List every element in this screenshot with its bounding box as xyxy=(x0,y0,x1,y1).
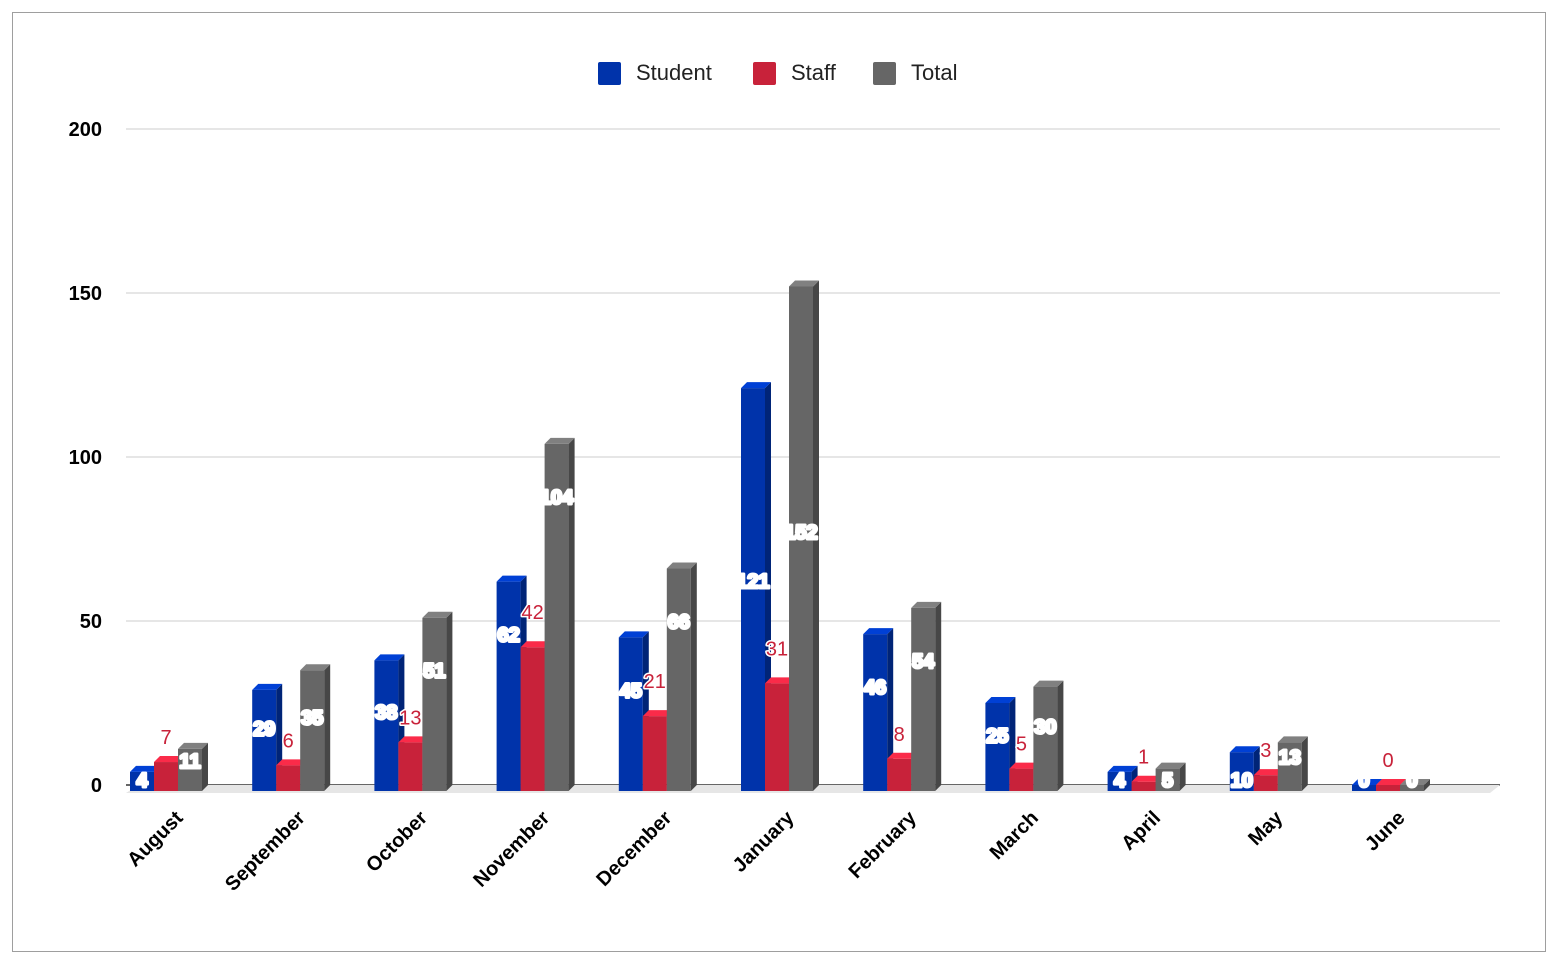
bar-student-march xyxy=(985,697,1016,791)
data-label-student-june: 0 xyxy=(1358,770,1369,792)
data-label-student-april: 4 xyxy=(1114,770,1126,792)
data-label-student-may: 10 xyxy=(1231,770,1253,792)
legend-label: Total xyxy=(911,60,957,85)
bars xyxy=(130,280,1430,791)
x-category-january: January xyxy=(729,806,799,876)
data-label-total-february: 54 xyxy=(912,651,935,673)
bar-total-january xyxy=(789,280,819,791)
legend-label: Staff xyxy=(791,60,837,85)
bar-total-march xyxy=(1033,680,1064,791)
data-label-total-january: 152 xyxy=(784,522,817,544)
legend: Student Staff Total xyxy=(598,60,957,85)
data-label-student-september: 29 xyxy=(253,718,275,740)
data-label-staff-december: 21 xyxy=(644,671,666,693)
data-label-student-february: 46 xyxy=(864,677,886,699)
data-label-student-march: 25 xyxy=(986,726,1008,748)
bar-total-february xyxy=(911,601,942,791)
data-label-total-september: 35 xyxy=(301,708,323,730)
y-tick-label: 100 xyxy=(69,447,102,469)
legend-swatch xyxy=(598,62,621,85)
x-category-may: May xyxy=(1244,806,1288,850)
legend-swatch xyxy=(753,62,776,85)
data-label-student-october: 38 xyxy=(375,702,397,724)
data-label-staff-august: 7 xyxy=(160,727,171,749)
bar-total-august xyxy=(178,742,208,791)
legend-item-staff: Staff xyxy=(753,60,837,85)
data-label-student-november: 62 xyxy=(497,625,519,647)
x-category-february: February xyxy=(845,806,922,883)
x-axis-categories: August September October November December Ja… xyxy=(123,806,1409,895)
data-label-total-december: 66 xyxy=(668,612,690,634)
x-category-december: December xyxy=(592,807,676,891)
data-label-total-november: 104 xyxy=(540,487,574,509)
bar-total-october xyxy=(422,611,453,791)
data-label-student-december: 45 xyxy=(620,680,642,702)
data-label-staff-april: 1 xyxy=(1138,747,1149,769)
y-tick-label: 200 xyxy=(69,119,102,141)
data-label-total-april: 5 xyxy=(1162,770,1173,792)
legend-label: Student xyxy=(636,60,712,85)
bar-student-january xyxy=(741,382,771,791)
bar-total-december xyxy=(666,562,697,791)
legend-swatch xyxy=(873,62,896,85)
bar-total-june xyxy=(1400,779,1430,791)
y-tick-label: 50 xyxy=(80,611,102,633)
data-label-staff-january: 31 xyxy=(766,638,788,660)
data-label-staff-october: 13 xyxy=(399,707,421,729)
x-category-march: March xyxy=(986,807,1043,864)
data-label-total-october: 51 xyxy=(423,661,445,683)
x-category-october: October xyxy=(362,807,432,877)
legend-item-student: Student xyxy=(598,60,712,85)
chart-frame: 0 50 100 150 200 4 7 11 29 6 35 38 13 51 62 42 104 45 21 6… xyxy=(12,12,1546,952)
bar-staff-december xyxy=(642,710,673,791)
legend-item-total: Total xyxy=(873,60,957,85)
data-label-staff-february: 8 xyxy=(894,724,905,746)
data-label-staff-september: 6 xyxy=(283,730,294,752)
data-label-total-june: 0 xyxy=(1406,770,1417,792)
bar-total-april xyxy=(1155,762,1186,791)
bar-total-may xyxy=(1277,736,1308,791)
data-label-staff-may: 3 xyxy=(1260,740,1271,762)
data-label-total-august: 11 xyxy=(179,751,200,773)
x-category-june: June xyxy=(1361,807,1410,856)
x-category-april: April xyxy=(1117,807,1165,855)
data-label-total-may: 13 xyxy=(1279,747,1301,769)
bar-total-september xyxy=(300,664,331,791)
data-label-staff-june: 0 xyxy=(1382,750,1393,772)
x-category-november: November xyxy=(469,807,554,892)
data-label-student-january: 121 xyxy=(736,571,769,593)
y-axis-ticks: 0 50 100 150 200 xyxy=(69,119,102,797)
data-label-total-march: 30 xyxy=(1034,717,1056,739)
x-category-august: August xyxy=(123,807,188,872)
bar-total-november xyxy=(544,437,575,791)
bar-student-february xyxy=(863,628,894,791)
y-tick-label: 150 xyxy=(69,283,102,305)
data-label-student-august: 4 xyxy=(136,770,148,792)
data-label-staff-march: 5 xyxy=(1016,734,1027,756)
data-label-staff-november: 42 xyxy=(521,602,543,624)
y-tick-label: 0 xyxy=(91,775,102,797)
x-category-september: September xyxy=(221,807,310,896)
